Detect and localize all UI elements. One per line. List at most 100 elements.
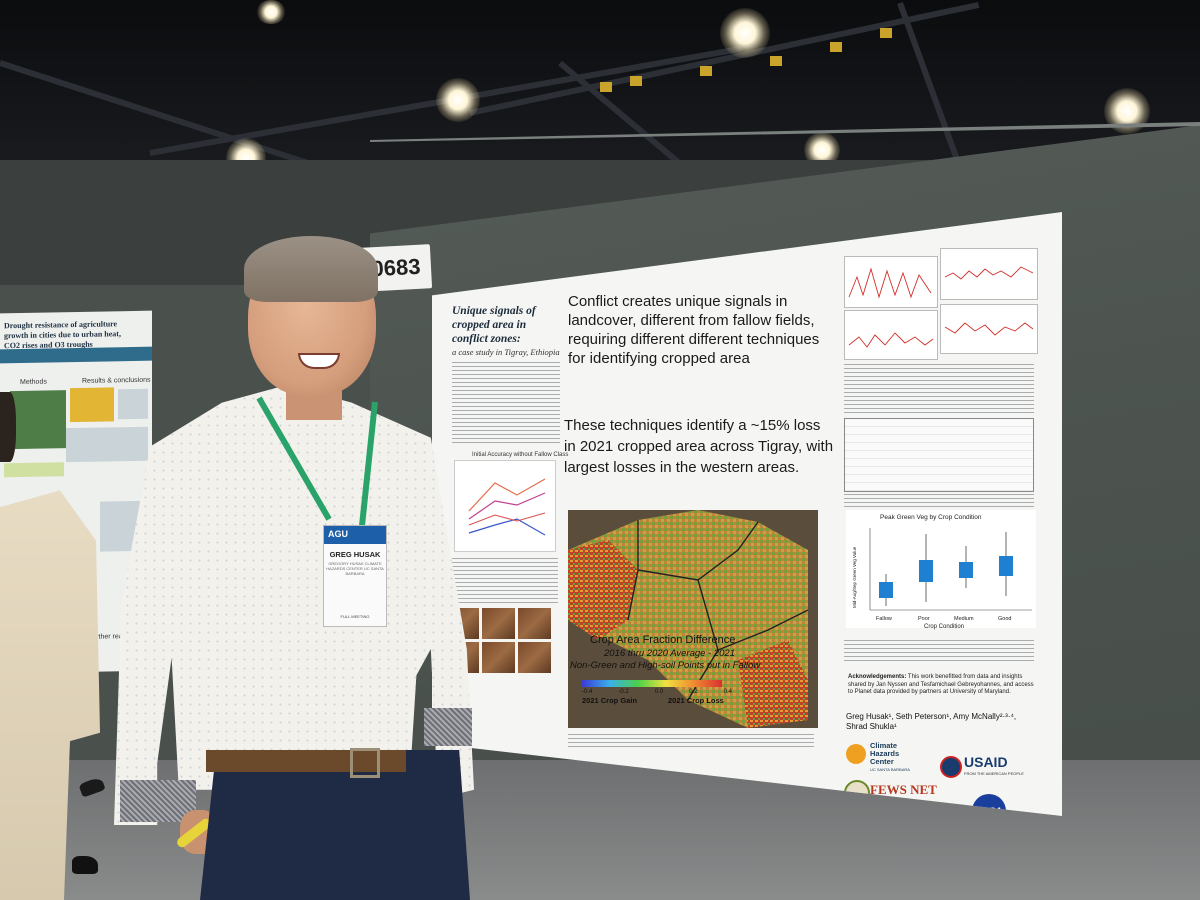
bystander-head bbox=[0, 392, 16, 462]
timeseries-graph bbox=[844, 256, 938, 308]
map-crop-loss-label: 2021 Crop Loss bbox=[668, 696, 724, 705]
belt-buckle bbox=[350, 748, 380, 778]
timeseries-graph bbox=[940, 304, 1038, 354]
timeseries-svg bbox=[848, 267, 932, 299]
usaid-seal-icon bbox=[940, 756, 962, 778]
presenter: AGU GREG HUSAK GREGORY HUSAK CLIMATE HAZ… bbox=[110, 230, 480, 900]
imagery-thumbnail bbox=[482, 642, 515, 673]
fewsnet-wordmark: FEWS NET bbox=[870, 782, 937, 797]
presenter-pants bbox=[200, 750, 470, 900]
accuracy-chart bbox=[454, 460, 556, 552]
boxplot-box-fallow bbox=[879, 582, 893, 598]
boxplot-category: Good bbox=[998, 616, 1011, 622]
badge-affiliation: GREGORY HUSAK CLIMATE HAZARDS CENTER UC … bbox=[326, 561, 384, 576]
acknowledgements: Acknowledgements: This work benefitted f… bbox=[848, 674, 1038, 697]
ceiling-fixture bbox=[700, 66, 712, 76]
poster-title: Unique signals of cropped area in confli… bbox=[452, 305, 536, 345]
presenter-hair bbox=[244, 236, 378, 302]
badge-event: AGU bbox=[328, 529, 348, 539]
name-badge: AGU GREG HUSAK GREGORY HUSAK CLIMATE HAZ… bbox=[323, 525, 387, 627]
poster-right-column: Peak Green Veg by Crop Condition Fallow … bbox=[840, 238, 1050, 816]
table-caption bbox=[844, 494, 1034, 508]
zone-boundaries bbox=[627, 520, 809, 701]
ceiling-fixture bbox=[630, 76, 642, 86]
map-crop-gain-label: 2021 Crop Gain bbox=[582, 696, 638, 705]
chc-line: Center bbox=[870, 757, 894, 766]
boxplot-box-good bbox=[999, 556, 1013, 576]
map-colorbar bbox=[582, 680, 722, 687]
boxplot-xlabel: Crop Condition bbox=[924, 624, 964, 630]
colorbar-tick: 0.4 bbox=[723, 689, 732, 695]
acknowledgements-text: This work benefitted from data and insig… bbox=[848, 674, 1034, 695]
accuracy-chart-svg bbox=[468, 478, 546, 536]
boxplot-category: Poor bbox=[918, 616, 930, 622]
colorbar-tick: 0.0 bbox=[654, 689, 664, 695]
acknowledgements-heading: Acknowledgements: bbox=[848, 674, 907, 680]
chc-line: Climate bbox=[870, 741, 898, 750]
ceiling-light bbox=[720, 8, 770, 58]
timeseries-line bbox=[848, 332, 934, 348]
usaid-tagline: FROM THE AMERICAN PEOPLE bbox=[964, 771, 1024, 776]
timeseries-line bbox=[944, 266, 1034, 280]
map-title: Crop Area Fraction Difference bbox=[590, 634, 736, 646]
usaid-logo: USAID FROM THE AMERICAN PEOPLE bbox=[940, 754, 1036, 778]
neighbor-poster-map bbox=[70, 387, 114, 423]
ceiling-fixture bbox=[830, 42, 842, 52]
ceiling-fixture bbox=[600, 82, 612, 92]
poster-authors: Greg Husak¹, Seth Peterson¹, Amy McNally… bbox=[846, 712, 1017, 731]
boxplot-svg: Fallow Poor Medium Good Crop Condition M… bbox=[852, 528, 1032, 630]
ceiling-fixture bbox=[880, 28, 892, 38]
timeseries-svg bbox=[944, 322, 1034, 336]
ceiling-light bbox=[256, 0, 286, 24]
chc-logo: Climate Hazards Center UC SANTA BARBARA bbox=[846, 742, 926, 772]
presenter-belt bbox=[206, 750, 406, 772]
boxplot-caption bbox=[844, 640, 1034, 664]
boxplot-box-medium bbox=[959, 562, 973, 578]
shirt-cuff bbox=[424, 708, 472, 746]
usaid-wordmark: USAID bbox=[964, 754, 1008, 770]
southern-zone bbox=[738, 640, 808, 728]
boxplot-box-poor bbox=[919, 560, 933, 582]
neighbor-poster-figure bbox=[4, 462, 64, 478]
crop-area-map: Crop Area Fraction Difference 2016 thru … bbox=[568, 510, 818, 728]
boxplot-category: Fallow bbox=[876, 616, 892, 622]
research-poster: Unique signals of cropped area in confli… bbox=[432, 212, 1062, 816]
colorbar-tick: -0.2 bbox=[618, 689, 629, 695]
poster-subtitle: a case study in Tigray, Ethiopia bbox=[452, 347, 560, 357]
crop-area-map-svg bbox=[568, 510, 818, 728]
poster-body-text bbox=[452, 558, 558, 604]
chc-logo-icon bbox=[846, 744, 866, 764]
chc-sub: UC SANTA BARBARA bbox=[870, 767, 910, 772]
badge-header: AGU bbox=[324, 526, 386, 544]
badge-type: FULL MEETING bbox=[340, 614, 370, 619]
timeseries-line bbox=[848, 267, 932, 299]
colorbar-tick: 0.2 bbox=[689, 689, 698, 695]
map-period: 2016 thru 2020 Average - 2021 bbox=[604, 648, 735, 659]
chc-line: Hazards bbox=[870, 749, 900, 758]
neighbor-poster-methods: Methods bbox=[20, 378, 47, 386]
colorbar-tick: -0.4 bbox=[582, 689, 593, 695]
crop-area-table bbox=[844, 418, 1034, 492]
shoe bbox=[72, 856, 98, 874]
ceiling-light bbox=[436, 78, 480, 122]
timeseries-svg bbox=[848, 332, 934, 348]
boxplot-title: Peak Green Veg by Crop Condition bbox=[880, 514, 982, 521]
imagery-thumbnail bbox=[518, 608, 551, 639]
boxplot-ylabel: Mid-Aug/Sep Green Veg Value bbox=[852, 546, 857, 608]
poster-headline: Conflict creates unique signals in landc… bbox=[568, 293, 820, 367]
colorbar-ticks: -0.4 -0.2 0.0 0.2 0.4 bbox=[582, 689, 732, 695]
map-caption bbox=[568, 734, 814, 748]
poster-finding: These techniques identify a ~15% loss in… bbox=[564, 417, 834, 476]
imagery-thumbnail bbox=[482, 608, 515, 639]
chc-logo-text: Climate Hazards Center UC SANTA BARBARA bbox=[870, 742, 910, 774]
timeseries-svg bbox=[944, 266, 1034, 280]
poster-body-text bbox=[452, 362, 560, 446]
timeseries-line bbox=[944, 322, 1034, 336]
imagery-thumbnail bbox=[518, 642, 551, 673]
accuracy-line bbox=[468, 518, 546, 536]
neighbor-poster-map bbox=[10, 390, 66, 450]
boxplot-category: Medium bbox=[954, 616, 974, 622]
ceiling-fixture bbox=[770, 56, 782, 66]
mini-chart-title: Initial Accuracy without Fallow Class bbox=[472, 452, 569, 458]
